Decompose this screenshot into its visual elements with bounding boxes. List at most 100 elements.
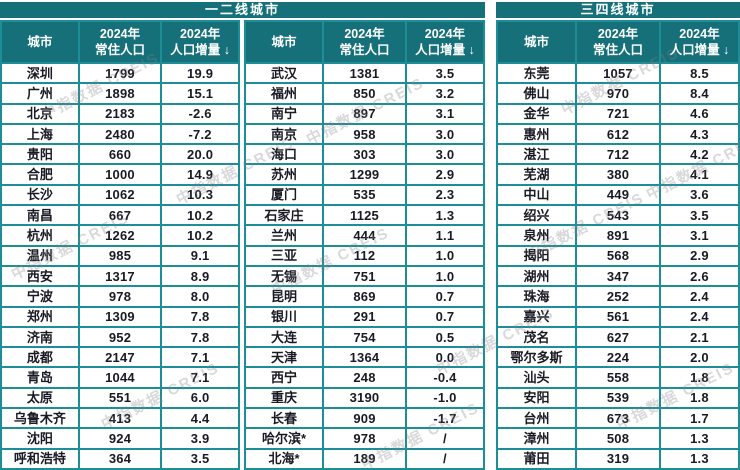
- city-name-cell: 漳州: [498, 429, 576, 448]
- city-name-cell: 南昌: [2, 206, 78, 225]
- city-name-cell: 厦门: [246, 185, 323, 205]
- tier12-tables: 城市 2024年 常住人口 2024年 人口增量 ↓ 深圳 1799 19.9 广州 1898…: [0, 20, 485, 470]
- city-name-cell: 银川: [246, 307, 323, 326]
- population-cell: 539: [577, 388, 659, 408]
- increment-cell: 7.1: [162, 368, 238, 387]
- city-name-cell: 茂名: [498, 327, 576, 347]
- population-cell: 1309: [79, 307, 161, 326]
- population-cell: 985: [79, 246, 161, 265]
- increment-cell: 1.3: [660, 449, 738, 468]
- increment-cell: 20.0: [162, 145, 238, 164]
- population-cell: 673: [577, 409, 659, 428]
- city-name-cell: 北海*: [246, 449, 323, 468]
- city-name-cell: 乌鲁木齐: [2, 409, 78, 428]
- city-name-cell: 中山: [498, 185, 576, 205]
- table-tier34: 城市 2024年 常住人口 2024年 人口增量 ↓ 东莞 1057 8.5 佛山 970 8.…: [496, 20, 740, 470]
- increment-cell: 7.8: [162, 327, 238, 347]
- increment-cell: -1.0: [406, 388, 483, 408]
- tier34-tables: 城市 2024年 常住人口 2024年 人口增量 ↓ 东莞 1057 8.5 佛山 970 8.…: [496, 20, 740, 470]
- population-cell: 1898: [79, 84, 161, 103]
- city-name-cell: 兰州: [246, 226, 323, 245]
- increment-cell: 3.0: [406, 124, 483, 144]
- city-column-header: 城市: [2, 22, 78, 62]
- population-cell: 2480: [79, 124, 161, 144]
- population-cell: 850: [324, 84, 405, 103]
- city-name-cell: 南京: [246, 124, 323, 144]
- city-name-cell: 芜湖: [498, 165, 576, 184]
- city-name-cell: 武汉: [246, 64, 323, 83]
- increment-cell: 6.0: [162, 388, 238, 408]
- group-header-tier12: 一二线城市: [0, 2, 485, 18]
- increment-cell: 19.9: [162, 64, 238, 83]
- city-name-cell: 郑州: [2, 307, 78, 326]
- population-cell: 449: [577, 185, 659, 205]
- increment-cell: 1.8: [660, 368, 738, 387]
- city-name-cell: 台州: [498, 409, 576, 428]
- increment-sort-header[interactable]: 2024年 人口增量 ↓: [406, 22, 483, 62]
- population-cell: 444: [324, 226, 405, 245]
- population-cell: 667: [79, 206, 161, 225]
- increment-cell: 10.2: [162, 226, 238, 245]
- population-cell: 1317: [79, 266, 161, 286]
- city-name-cell: 安阳: [498, 388, 576, 408]
- city-name-cell: 海口: [246, 145, 323, 164]
- increment-cell: 7.1: [162, 348, 238, 367]
- increment-cell: 0.7: [406, 307, 483, 326]
- population-cell: 1000: [79, 165, 161, 184]
- increment-cell: 2.9: [406, 165, 483, 184]
- population-cell: 535: [324, 185, 405, 205]
- increment-sort-header[interactable]: 2024年 人口增量 ↓: [162, 22, 238, 62]
- increment-cell: 10.3: [162, 185, 238, 205]
- increment-cell: 2.0: [660, 348, 738, 367]
- increment-cell: 1.7: [660, 409, 738, 428]
- increment-cell: 3.2: [406, 84, 483, 103]
- city-name-cell: 北京: [2, 104, 78, 123]
- population-column-header: 2024年 常住人口: [577, 22, 659, 62]
- population-cell: 952: [79, 327, 161, 347]
- increment-cell: 8.0: [162, 287, 238, 306]
- city-column-header: 城市: [246, 22, 323, 62]
- population-cell: 1057: [577, 64, 659, 83]
- population-cell: 1799: [79, 64, 161, 83]
- population-cell: 380: [577, 165, 659, 184]
- population-cell: 3190: [324, 388, 405, 408]
- city-name-cell: 绍兴: [498, 206, 576, 225]
- increment-cell: 0.7: [406, 287, 483, 306]
- table-tier12-left: 城市 2024年 常住人口 2024年 人口增量 ↓ 深圳 1799 19.9 广州 1898…: [0, 20, 240, 470]
- increment-cell: 1.0: [406, 246, 483, 265]
- population-cell: 2147: [79, 348, 161, 367]
- population-cell: 568: [577, 246, 659, 265]
- group-tier34: 三四线城市 城市 2024年 常住人口 2024年 人口增量 ↓ 东莞 1057 8.5 佛…: [496, 2, 740, 470]
- increment-cell: 2.1: [660, 327, 738, 347]
- increment-cell: 3.9: [162, 429, 238, 448]
- city-name-cell: 呼和浩特: [2, 449, 78, 468]
- city-name-cell: 西安: [2, 266, 78, 286]
- increment-cell: /: [406, 449, 483, 468]
- city-name-cell: 沈阳: [2, 429, 78, 448]
- increment-sort-header[interactable]: 2024年 人口增量 ↓: [660, 22, 738, 62]
- population-cell: 551: [79, 388, 161, 408]
- increment-cell: 1.1: [406, 226, 483, 245]
- population-cell: 189: [324, 449, 405, 468]
- city-name-cell: 石家庄: [246, 206, 323, 225]
- city-name-cell: 西宁: [246, 368, 323, 387]
- population-cell: 2183: [79, 104, 161, 123]
- population-cell: 869: [324, 287, 405, 306]
- population-cell: 558: [577, 368, 659, 387]
- population-cell: 660: [79, 145, 161, 164]
- increment-cell: 3.0: [406, 145, 483, 164]
- city-name-cell: 长春: [246, 409, 323, 428]
- city-name-cell: 苏州: [246, 165, 323, 184]
- table-tier12-right: 城市 2024年 常住人口 2024年 人口增量 ↓ 武汉 1381 3.5 福州 850 3.…: [244, 20, 485, 470]
- population-cell: 364: [79, 449, 161, 468]
- population-column-header: 2024年 常住人口: [79, 22, 161, 62]
- population-cell: 303: [324, 145, 405, 164]
- city-name-cell: 惠州: [498, 124, 576, 144]
- increment-cell: 0.5: [406, 327, 483, 347]
- population-cell: 1364: [324, 348, 405, 367]
- population-cell: 224: [577, 348, 659, 367]
- population-cell: 612: [577, 124, 659, 144]
- population-cell: 543: [577, 206, 659, 225]
- increment-cell: 3.5: [162, 449, 238, 468]
- city-name-cell: 青岛: [2, 368, 78, 387]
